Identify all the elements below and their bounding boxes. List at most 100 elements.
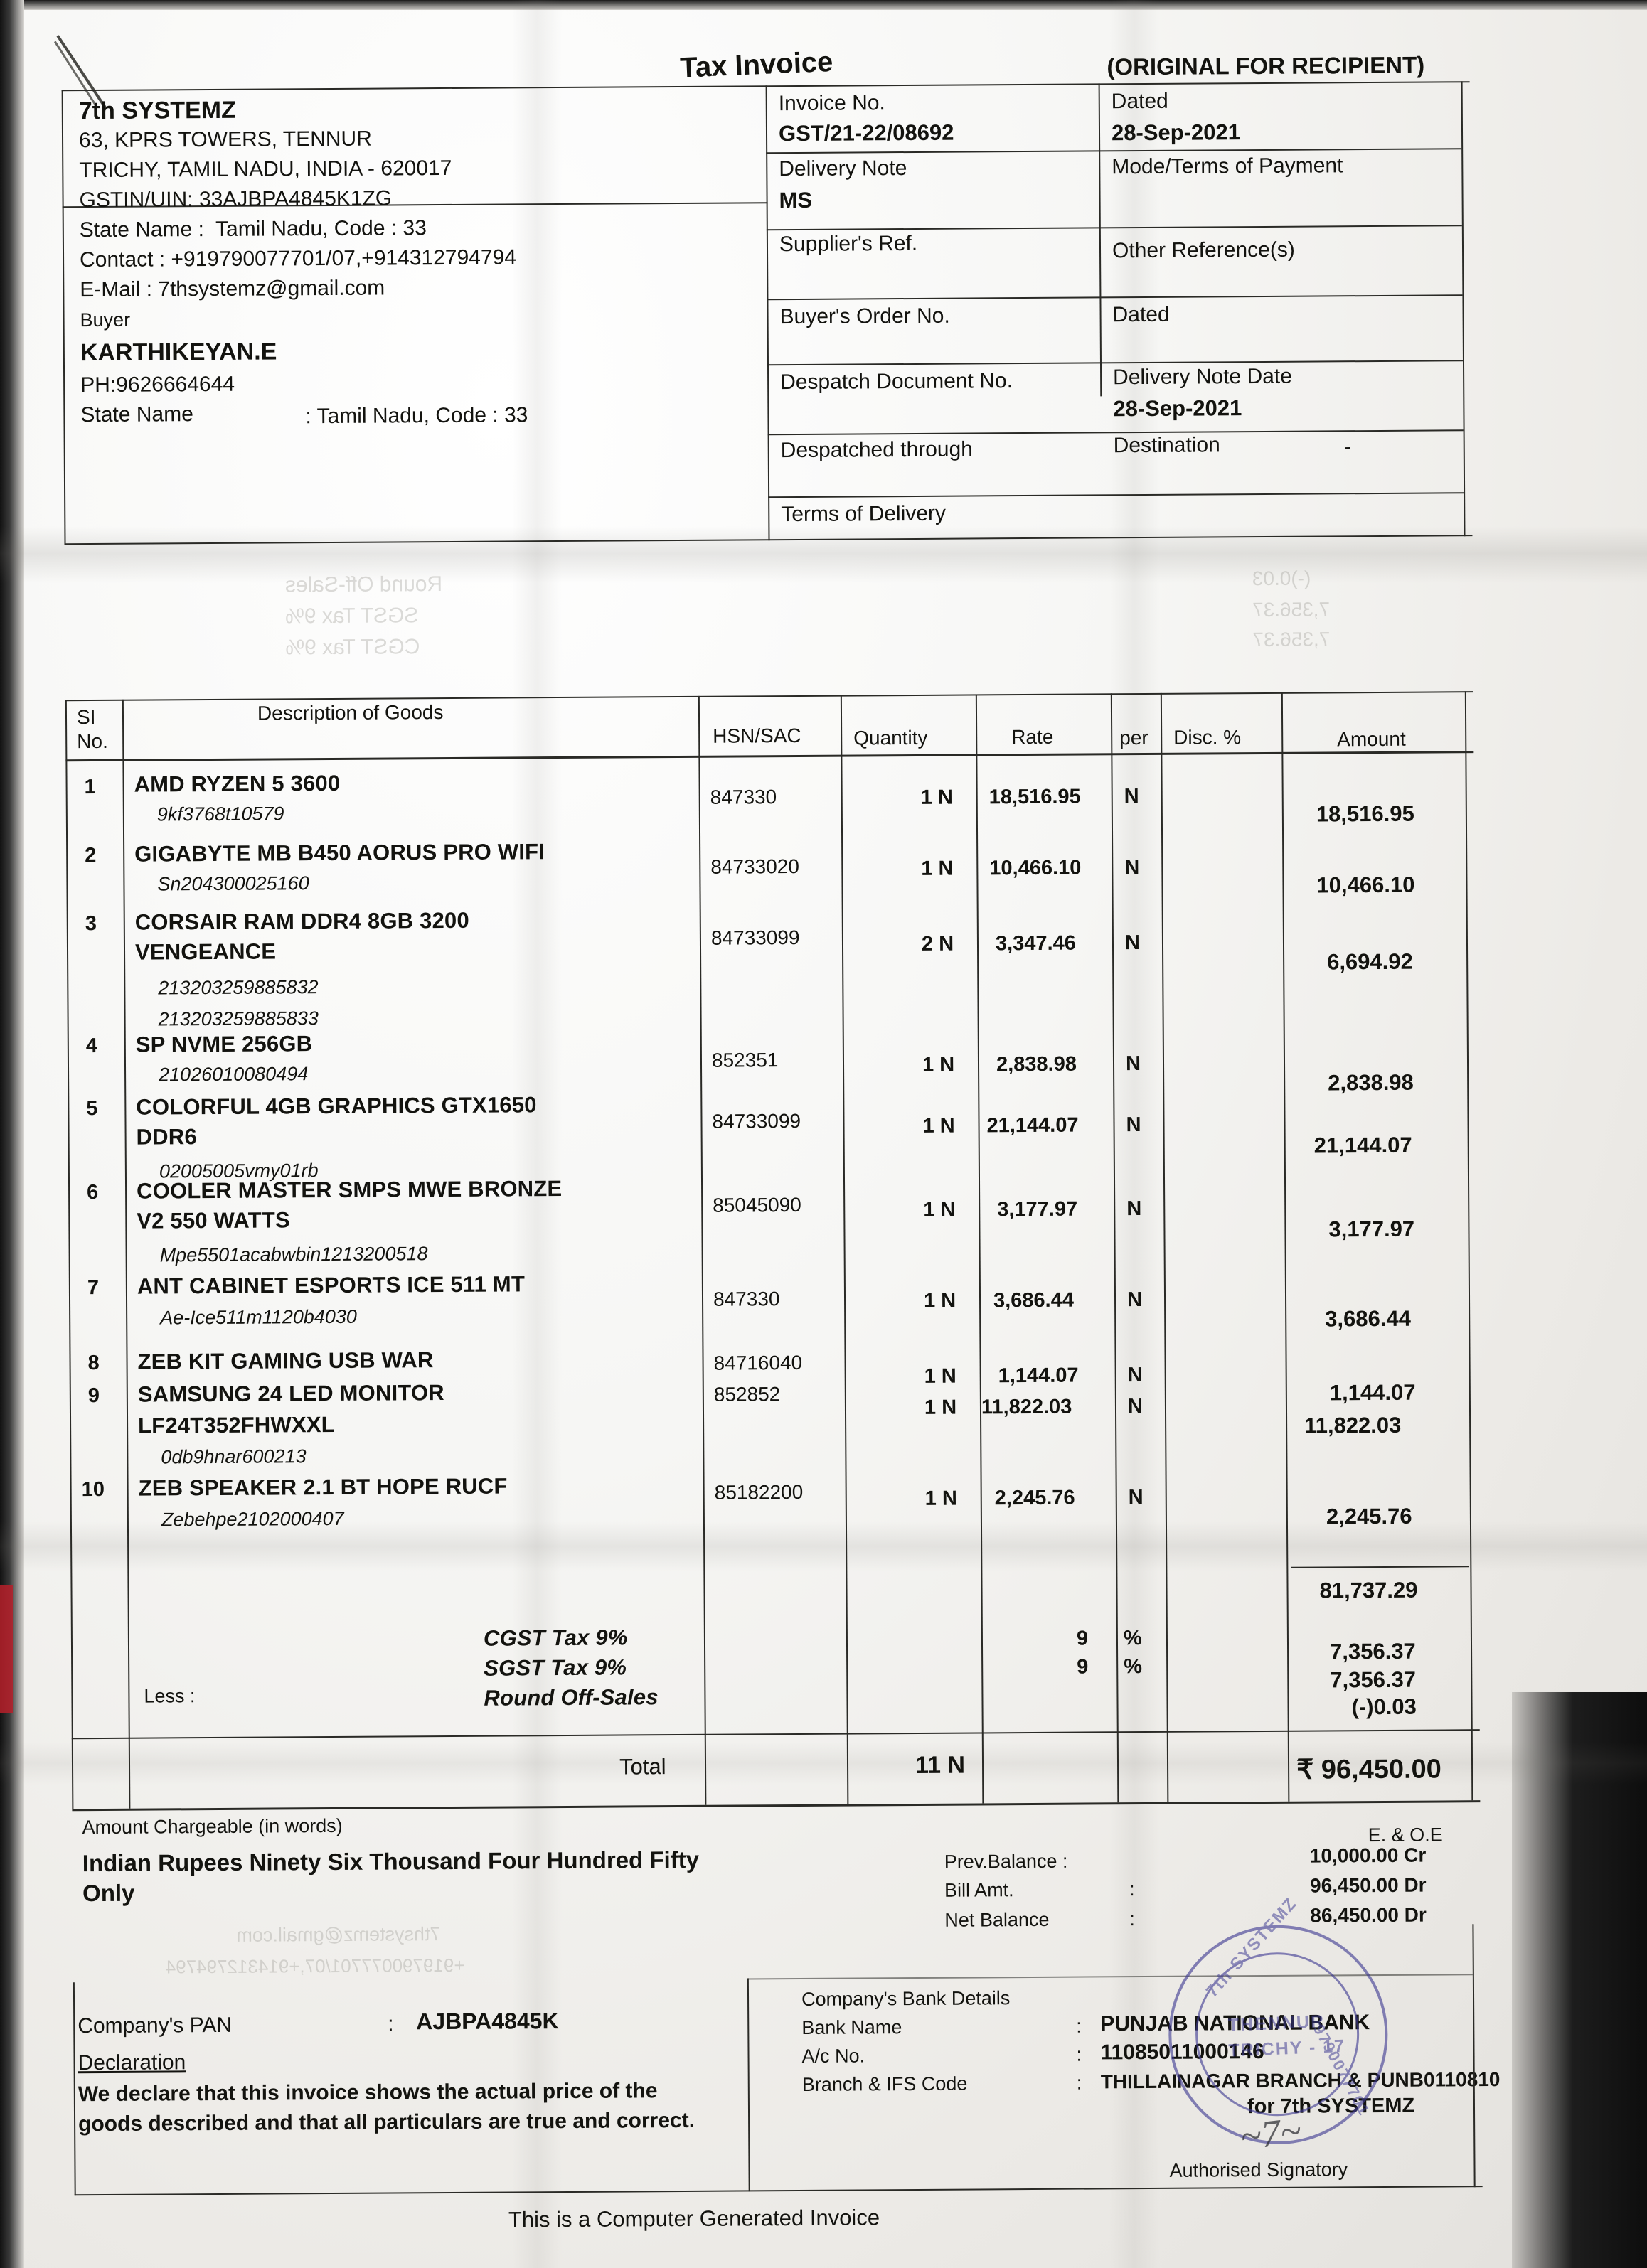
delivery-note-date-value: 28-Sep-2021 bbox=[1113, 395, 1242, 422]
row-quantity: 1 N bbox=[923, 1198, 956, 1221]
bank-account-separator: : bbox=[1076, 2043, 1082, 2065]
row-per: N bbox=[1126, 1113, 1141, 1137]
row-hsn: 85045090 bbox=[713, 1193, 801, 1216]
row-sl: 5 bbox=[86, 1097, 98, 1120]
row-amount: 1,144.07 bbox=[1329, 1379, 1416, 1406]
row-sl: 7 bbox=[87, 1276, 100, 1300]
amount-words-line2: Only bbox=[82, 1879, 135, 1907]
buyer-state-value: : Tamil Nadu, Code : 33 bbox=[305, 403, 528, 429]
row-sl: 2 bbox=[85, 844, 97, 867]
col-header-per: per bbox=[1119, 726, 1148, 749]
total-label: Total bbox=[619, 1754, 666, 1780]
row-rate: 2,245.76 bbox=[994, 1486, 1075, 1510]
row-rate: 3,686.44 bbox=[993, 1288, 1075, 1312]
row-rate: 11,822.03 bbox=[981, 1395, 1072, 1419]
row-serial: 9kf3768t10579 bbox=[156, 803, 284, 825]
seller-name: 7th SYSTEMZ bbox=[78, 96, 236, 125]
row-rate: 3,177.97 bbox=[997, 1197, 1078, 1221]
row-serial: Mpe5501acabwbin1213200518 bbox=[159, 1243, 428, 1266]
items-subtotal: 81,737.29 bbox=[1319, 1577, 1418, 1603]
bill-amt-value: 96,450.00 Dr bbox=[1309, 1873, 1427, 1897]
row-description-2: VENGEANCE bbox=[134, 938, 277, 965]
bill-amt-label: Bill Amt. bbox=[944, 1879, 1014, 1901]
row-per: N bbox=[1127, 1395, 1144, 1418]
row-description: ZEB SPEAKER 2.1 BT HOPE RUCF bbox=[138, 1473, 508, 1501]
charge-label-cgst: CGST Tax 9% bbox=[483, 1625, 628, 1651]
row-per: N bbox=[1124, 785, 1139, 808]
showthrough-ghost-6: 7,356.37 bbox=[1252, 628, 1331, 651]
prev-balance-label: Prev.Balance : bbox=[944, 1850, 1068, 1873]
invoice-no-value: GST/21-22/08692 bbox=[778, 119, 954, 146]
row-description: SP NVME 256GB bbox=[135, 1031, 313, 1057]
handwritten-signature: ~7~ bbox=[1238, 2109, 1304, 2159]
row-sl: 4 bbox=[85, 1034, 98, 1058]
charge-rate-sgst: 9 bbox=[1077, 1655, 1089, 1679]
row-sl: 9 bbox=[87, 1384, 100, 1408]
bank-name-separator: : bbox=[1076, 2015, 1082, 2037]
row-description: COLORFUL 4GB GRAPHICS GTX1650 bbox=[136, 1092, 537, 1120]
row-description: ZEB KIT GAMING USB WAR bbox=[137, 1347, 434, 1374]
buyers-order-no-label: Buyer's Order No. bbox=[779, 304, 950, 329]
amount-words-label: Amount Chargeable (in words) bbox=[82, 1814, 343, 1839]
buyers-order-dated-label: Dated bbox=[1112, 302, 1170, 327]
col-header-disc: Disc. % bbox=[1173, 726, 1242, 749]
row-amount: 11,822.03 bbox=[1304, 1412, 1402, 1438]
buyer-state-label: State Name bbox=[80, 402, 193, 427]
staple-mark bbox=[53, 35, 108, 111]
delivery-note-date-label: Delivery Note Date bbox=[1113, 364, 1292, 390]
charge-amount-cgst: 7,356.37 bbox=[1329, 1638, 1416, 1664]
row-amount: 2,838.98 bbox=[1328, 1069, 1414, 1096]
row-description-2: V2 550 WATTS bbox=[137, 1207, 290, 1234]
row-hsn: 84733099 bbox=[712, 1109, 801, 1133]
row-serial: Ae-Ice511m1120b4030 bbox=[160, 1305, 357, 1329]
col-header-sl-line2: No. bbox=[77, 729, 108, 753]
charge-amount-sgst: 7,356.37 bbox=[1330, 1667, 1417, 1693]
row-hsn: 852351 bbox=[711, 1049, 779, 1071]
bank-branch-label: Branch & IFS Code bbox=[801, 2072, 968, 2095]
eoe-label: E. & O.E bbox=[1368, 1824, 1443, 1846]
pan-separator: : bbox=[388, 2012, 394, 2036]
row-serial: 213203259885832 bbox=[158, 976, 319, 999]
row-per: N bbox=[1126, 1288, 1143, 1312]
row-amount: 6,694.92 bbox=[1327, 948, 1413, 975]
authorised-signatory-label: Authorised Signatory bbox=[1169, 2159, 1348, 2181]
col-header-hsn: HSN/SAC bbox=[713, 724, 801, 747]
destination-value: - bbox=[1343, 435, 1351, 459]
delivery-note-value: MS bbox=[779, 187, 813, 213]
buyer-name: KARTHIKEYAN.E bbox=[80, 338, 277, 367]
row-hsn: 85182200 bbox=[714, 1480, 804, 1504]
row-rate: 2,838.98 bbox=[996, 1052, 1077, 1076]
seller-address-line2: TRICHY, TAMIL NADU, INDIA - 620017 bbox=[79, 156, 452, 183]
charge-amount-roundoff: (-)0.03 bbox=[1351, 1694, 1417, 1720]
row-rate: 18,516.95 bbox=[988, 785, 1081, 809]
terms-of-delivery-label: Terms of Delivery bbox=[781, 501, 947, 527]
net-balance-label: Net Balance bbox=[944, 1908, 1050, 1931]
col-header-description: Description of Goods bbox=[257, 701, 444, 724]
row-rate: 3,347.46 bbox=[995, 931, 1076, 956]
row-quantity: 1 N bbox=[924, 1487, 957, 1510]
declaration-line2: goods described and that all particulars… bbox=[78, 2108, 695, 2136]
despatched-through-label: Despatched through bbox=[780, 437, 974, 463]
total-quantity: 11 N bbox=[915, 1751, 966, 1780]
col-header-amount: Amount bbox=[1337, 727, 1406, 751]
row-per: N bbox=[1124, 856, 1140, 879]
showthrough-ghost-5: 7,356.37 bbox=[1252, 598, 1331, 621]
row-description: AMD RYZEN 5 3600 bbox=[134, 770, 341, 797]
row-amount: 3,177.97 bbox=[1328, 1216, 1415, 1242]
invoice-sheet: Tax Invoice (ORIGINAL FOR RECIPIENT) 7th… bbox=[53, 11, 1533, 2232]
showthrough-ghost-2: SGST Tax 9% bbox=[285, 604, 419, 628]
row-per: N bbox=[1128, 1486, 1144, 1509]
seller-state: State Name : Tamil Nadu, Code : 33 bbox=[79, 216, 427, 242]
row-quantity: 1 N bbox=[923, 1289, 956, 1312]
row-description-2: DDR6 bbox=[136, 1124, 197, 1150]
row-serial: Zebehpe2102000407 bbox=[161, 1507, 344, 1531]
showthrough-ghost-1: Round Off-Sales bbox=[284, 572, 443, 597]
row-hsn: 847330 bbox=[710, 786, 777, 808]
document-heading: Tax Invoice bbox=[679, 46, 834, 84]
col-header-rate: Rate bbox=[1011, 725, 1054, 749]
col-header-sl-line1: SI bbox=[76, 706, 96, 729]
charge-unit-cgst: % bbox=[1123, 1627, 1142, 1650]
bank-branch-separator: : bbox=[1076, 2072, 1082, 2094]
row-quantity: 1 N bbox=[922, 1053, 955, 1076]
